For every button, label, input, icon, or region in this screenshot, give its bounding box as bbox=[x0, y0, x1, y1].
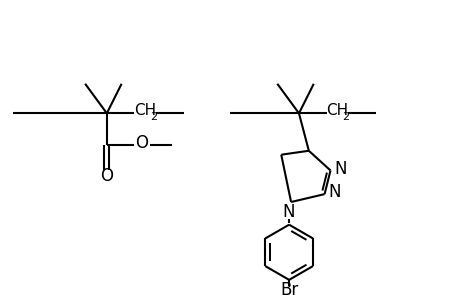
Text: O: O bbox=[100, 167, 113, 185]
Text: N: N bbox=[333, 160, 346, 178]
Text: O: O bbox=[134, 134, 147, 152]
Text: N: N bbox=[282, 203, 295, 221]
Text: N: N bbox=[327, 183, 340, 201]
Text: CH: CH bbox=[134, 103, 156, 118]
Text: 2: 2 bbox=[150, 112, 157, 122]
Text: Br: Br bbox=[280, 281, 297, 299]
Text: CH: CH bbox=[326, 103, 348, 118]
Text: 2: 2 bbox=[341, 112, 349, 122]
